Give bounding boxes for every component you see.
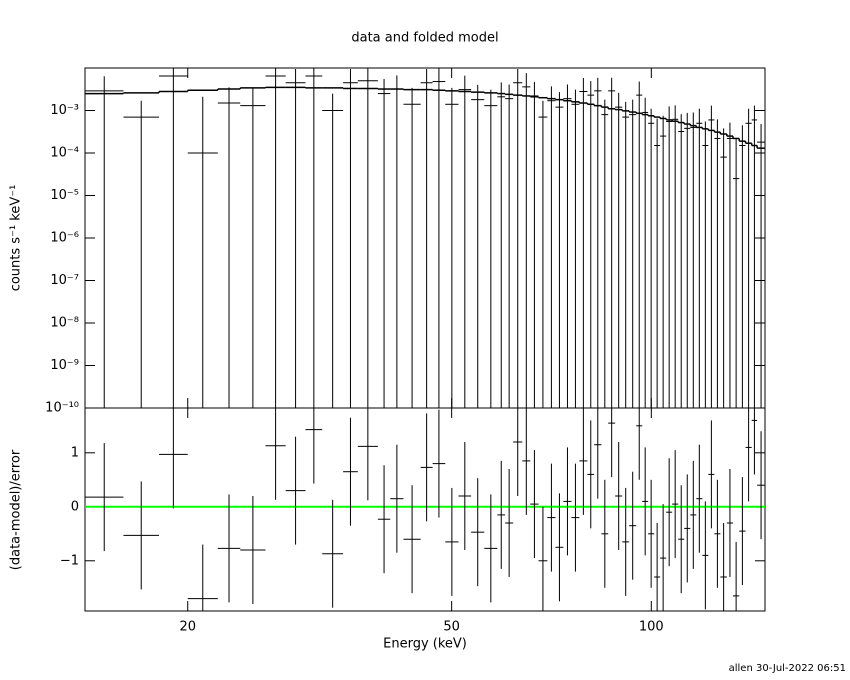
model-step-join	[122, 87, 758, 149]
y-tick-label: −1	[60, 553, 79, 568]
chart-title: data and folded model	[351, 31, 498, 46]
x-axis-label: Energy (keV)	[383, 637, 467, 652]
y-tick-label: 10⁻⁵	[50, 188, 79, 203]
y-axis-label: (data-model)/error	[9, 449, 24, 570]
y-tick-label: 10⁻⁷	[50, 273, 79, 288]
y-tick-label: 1	[71, 445, 79, 460]
y-tick-label: 0	[71, 499, 79, 514]
y-axis-label: counts s⁻¹ keV⁻¹	[9, 185, 24, 292]
x-tick-label: 20	[179, 620, 196, 635]
y-tick-label: 10⁻⁶	[50, 231, 79, 246]
y-tick-label: 10⁻³	[50, 103, 79, 118]
y-tick-label: 10⁻⁹	[50, 358, 79, 373]
y-tick-label: 10⁻¹⁰	[45, 401, 79, 416]
x-tick-label: 50	[443, 620, 460, 635]
plot-frame	[84, 407, 766, 612]
y-tick-label: 10⁻⁴	[50, 146, 79, 161]
x-tick-label: 100	[639, 620, 664, 635]
y-tick-label: 10⁻⁸	[50, 316, 79, 331]
footer: allen 30-Jul-2022 06:51	[729, 663, 846, 674]
